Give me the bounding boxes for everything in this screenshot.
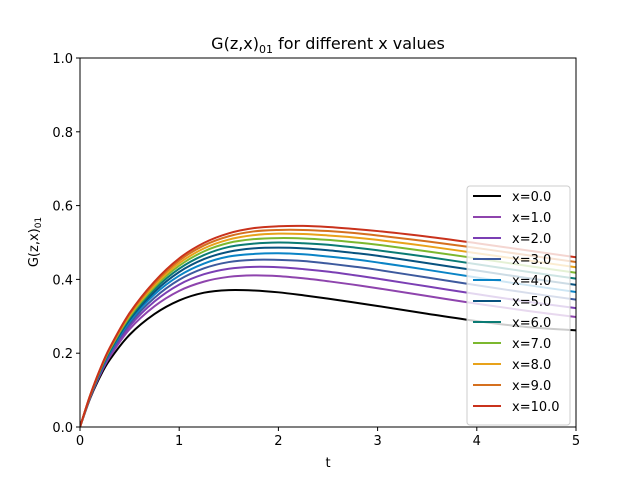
chart-title-subscript: 01 bbox=[259, 43, 273, 56]
x-tick-label: 3 bbox=[373, 434, 381, 449]
y-tick-label: 0.2 bbox=[52, 347, 73, 362]
legend-label: x=3.0 bbox=[512, 253, 551, 268]
legend-label: x=1.0 bbox=[512, 211, 551, 226]
y-axis-label-subscript: 01 bbox=[34, 217, 44, 228]
chart-title: G(z,x)01 for different x values bbox=[211, 34, 445, 56]
x-tick-label: 2 bbox=[274, 434, 282, 449]
legend-label: x=7.0 bbox=[512, 337, 551, 352]
y-tick-label: 1.0 bbox=[52, 52, 73, 67]
legend-label: x=9.0 bbox=[512, 379, 551, 394]
series-layer bbox=[80, 224, 576, 427]
x-tick-label: 1 bbox=[175, 434, 183, 449]
y-tick-label: 0.0 bbox=[52, 421, 73, 436]
y-tick-label: 0.6 bbox=[52, 200, 73, 215]
x-tick-label: 0 bbox=[76, 434, 84, 449]
y-axis-label-main: G(z,x) bbox=[27, 228, 42, 267]
legend-label: x=10.0 bbox=[512, 400, 560, 415]
legend-box bbox=[466, 185, 571, 426]
legend-label: x=0.0 bbox=[512, 190, 551, 205]
x-tick-label: 4 bbox=[473, 434, 481, 449]
series-line-10 bbox=[80, 224, 576, 427]
plot-frame bbox=[79, 57, 577, 428]
legend-label: x=8.0 bbox=[512, 358, 551, 373]
legend-label: x=2.0 bbox=[512, 232, 551, 247]
legend: x=0.0 x=1.0 x=2.0 x=3.0 x=4.0 x=5.0 x=6.0 x=7.0… bbox=[466, 185, 571, 426]
y-tick-label: 0.8 bbox=[52, 126, 73, 141]
x-tick-label: 5 bbox=[572, 434, 580, 449]
y-axis-label: G(z,x)01 bbox=[27, 217, 44, 267]
x-axis: 0 1 2 3 4 5 bbox=[76, 427, 580, 449]
chart-title-rest: for different x values bbox=[273, 34, 445, 53]
y-tick-label: 0.4 bbox=[52, 273, 73, 288]
legend-label: x=5.0 bbox=[512, 295, 551, 310]
y-axis: 0.0 0.2 0.4 0.6 0.8 1.0 bbox=[52, 52, 80, 436]
legend-label: x=6.0 bbox=[512, 316, 551, 331]
x-axis-label: t bbox=[325, 456, 330, 471]
series-line-0 bbox=[80, 288, 576, 427]
legend-label: x=4.0 bbox=[512, 274, 551, 289]
chart-title-main: G(z,x) bbox=[211, 34, 259, 53]
